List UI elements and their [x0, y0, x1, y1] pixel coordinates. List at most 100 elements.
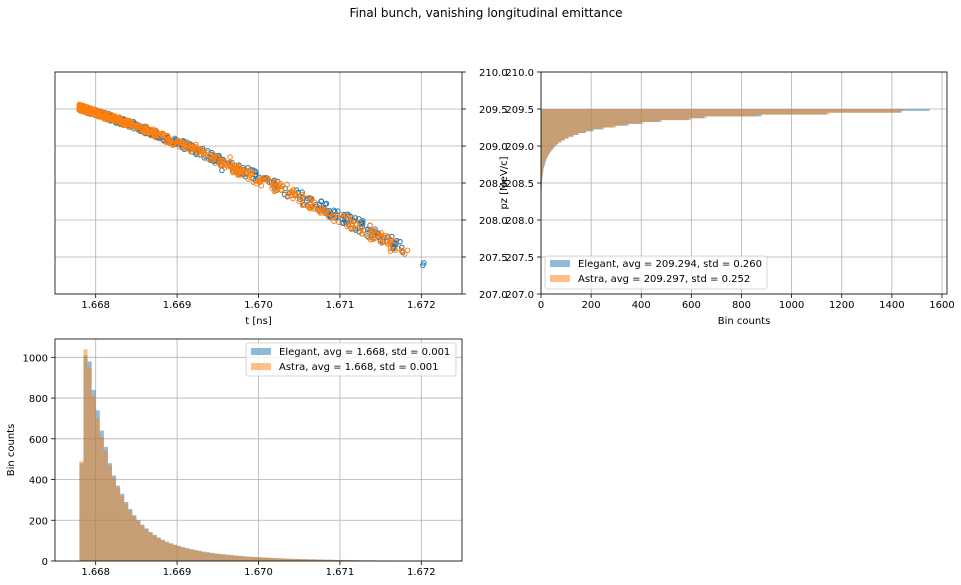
scatter-y-tick-label: 208.0 [479, 216, 508, 227]
scatter-point [293, 192, 300, 199]
scatter-point [217, 159, 224, 166]
t-bar [205, 552, 210, 561]
t-legend-label: Astra, avg = 1.668, std = 0.001 [279, 362, 439, 373]
pz-histogram-panel: 0 200 400 600 800 1000 1200 1400 1600 207.0 207.5 2… [499, 68, 955, 327]
scatter-point [367, 236, 374, 243]
t-bar [197, 551, 202, 561]
scatter-series-astra [76, 101, 411, 257]
t-bar [177, 546, 182, 561]
scatter-point [343, 212, 349, 219]
pz-bar [541, 158, 547, 161]
t-bar [87, 367, 92, 561]
scatter-point [76, 104, 83, 111]
scatter-point [384, 239, 391, 245]
scatter-point [253, 180, 260, 187]
t-bar [136, 521, 141, 561]
t-bar [103, 451, 108, 561]
pz-bar [541, 155, 548, 158]
scatter-point [322, 201, 329, 207]
pz-legend-label: Astra, avg = 209.297, std = 0.252 [578, 274, 750, 285]
t-bar [209, 553, 214, 561]
t-bar [315, 559, 320, 561]
scatter-point [116, 115, 123, 121]
scatter-point [94, 107, 101, 114]
pz-y-tick-label: 209.0 [505, 142, 534, 153]
scatter-point [234, 171, 241, 178]
pz-x-tick-label: 400 [632, 300, 651, 311]
pz-bar [541, 134, 574, 137]
scatter-y-tick-label: 207.5 [479, 253, 508, 264]
pz-bar [541, 181, 542, 183]
scatter-point [378, 230, 384, 236]
t-legend: Elegant, avg = 1.668, std = 0.001 Astra, … [245, 342, 457, 377]
t-bar [282, 558, 287, 561]
scatter-point [336, 219, 342, 226]
t-y-axis-label: Bin counts [6, 424, 17, 477]
t-bar [286, 558, 292, 561]
t-bar [185, 548, 190, 561]
t-bar [262, 557, 267, 561]
t-bar [242, 556, 247, 561]
t-bar [95, 418, 100, 561]
t-bar [132, 516, 137, 561]
t-bar [91, 396, 96, 561]
t-bar [217, 554, 222, 561]
t-y-tick-label: 800 [29, 394, 48, 405]
pz-series-1 [541, 109, 905, 206]
pz-bar [541, 144, 557, 146]
scatter-point [284, 181, 290, 188]
pz-bar [541, 138, 565, 141]
t-bar [343, 559, 349, 561]
pz-bar [541, 171, 543, 174]
pz-bar [541, 168, 544, 171]
t-bar [319, 559, 324, 561]
t-legend-label: Elegant, avg = 1.668, std = 0.001 [279, 347, 450, 358]
t-x-tick-label: 1.669 [163, 567, 192, 578]
pz-bar [541, 179, 542, 182]
scatter-point [347, 218, 354, 225]
t-bar [225, 554, 231, 561]
t-bar [270, 557, 275, 561]
pz-legend: Elegant, avg = 209.294, std = 0.260 Astra… [544, 255, 768, 290]
t-bar [140, 525, 145, 561]
pz-x-tick-label: 800 [732, 300, 751, 311]
pz-y-tick-label: 208.5 [505, 179, 534, 190]
pz-bar [541, 121, 644, 124]
pz-y-tick-label: 208.0 [505, 216, 534, 227]
scatter-point [420, 262, 426, 268]
pz-x-tick-label: 0 [538, 300, 544, 311]
scatter-point [384, 241, 391, 247]
scatter-point [121, 122, 128, 129]
scatter-point [141, 130, 147, 136]
scatter-point [227, 160, 234, 167]
t-bar [307, 559, 312, 561]
scatter-point [142, 125, 149, 132]
scatter-point [164, 134, 171, 140]
scatter-point [296, 198, 302, 205]
pz-axes-frame [540, 71, 948, 295]
scatter-point [89, 108, 96, 115]
scatter-point [181, 144, 188, 151]
scatter-point [188, 148, 194, 155]
pz-bar [541, 116, 707, 119]
scatter-point [246, 168, 252, 174]
scatter-point [299, 191, 306, 198]
scatter-point [245, 176, 251, 182]
t-bar [221, 554, 226, 561]
pz-y-tick-label: 207.5 [505, 253, 534, 264]
scatter-point [200, 148, 207, 154]
t-bar [124, 503, 129, 561]
pz-bar [541, 160, 546, 163]
t-bar [128, 510, 133, 561]
scatter-y-tick-label: 209.0 [479, 142, 508, 153]
pz-legend-swatch [550, 260, 570, 267]
scatter-point [310, 205, 317, 212]
t-bar [189, 549, 194, 561]
pz-bar [541, 110, 900, 113]
pz-bar [541, 133, 579, 135]
pz-bar [541, 175, 543, 178]
pz-bar [541, 109, 905, 111]
t-bar [339, 559, 344, 561]
scatter-point [220, 158, 227, 164]
pz-bar [541, 157, 547, 159]
